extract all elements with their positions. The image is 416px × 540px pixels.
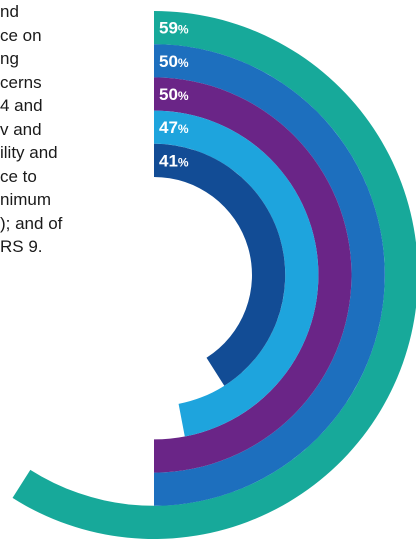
bar-value-unit: % — [178, 23, 189, 37]
bar-value-unit: % — [178, 155, 189, 169]
bar-value-label-3: 50% — [159, 85, 189, 104]
chart-bars — [12, 11, 416, 539]
body-text: nd ce on ng cerns 4 and v and ility and … — [0, 0, 140, 259]
bar-value-label-5: 41% — [159, 151, 189, 170]
bar-value-unit: % — [178, 89, 189, 103]
body-text-line: ce on — [0, 25, 42, 45]
body-text-line: RS 9. — [0, 237, 43, 256]
bar-value-unit: % — [178, 56, 189, 70]
body-text-line: ility and — [0, 143, 58, 162]
body-text-line: nd — [0, 2, 19, 21]
bar-value-label-1: 59% — [159, 19, 189, 38]
bar-value-label-2: 50% — [159, 52, 189, 71]
bar-value-unit: % — [178, 122, 189, 136]
radial-bar-3 — [154, 77, 352, 473]
body-text-line: ce to — [0, 166, 37, 186]
chart-labels: 59% 50% 50% 47% 41% — [159, 19, 189, 171]
bar-value-label-4: 47% — [159, 118, 189, 137]
body-text-line: cerns — [0, 72, 42, 92]
body-text-line: ); and of — [0, 213, 63, 233]
radial-bar-4 — [154, 110, 319, 437]
body-text-line: ng — [0, 49, 19, 68]
body-text-line: v and — [0, 119, 42, 139]
radial-bar-1 — [12, 11, 416, 539]
radial-bar-5 — [154, 143, 286, 386]
body-text-line: 4 and — [0, 96, 43, 115]
radial-bar-2 — [154, 44, 385, 506]
body-text-line: nimum — [0, 190, 52, 209]
